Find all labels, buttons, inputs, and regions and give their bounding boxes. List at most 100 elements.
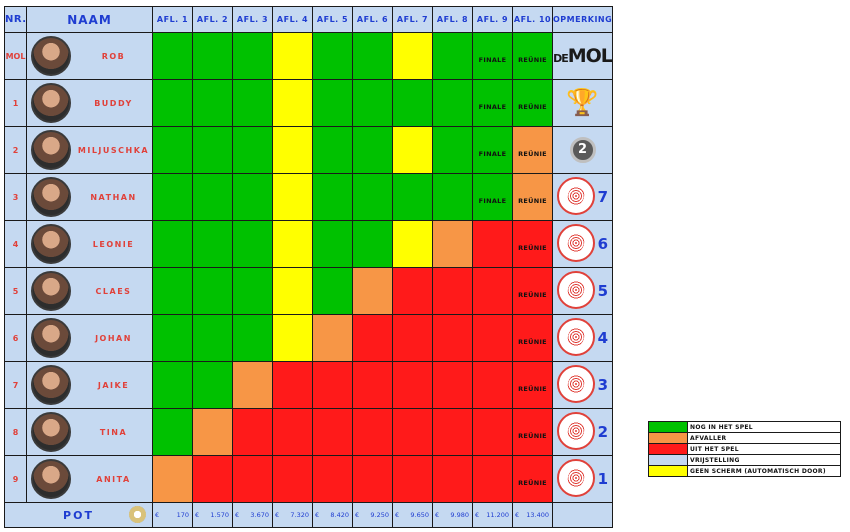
episode-status-cell (272, 408, 313, 456)
legend-item: VRIJSTELLING (648, 454, 841, 466)
avatar (31, 459, 71, 499)
euro-coin-icon (129, 506, 146, 523)
header-row: NR. NAAM AFL. 1 AFL. 2 AFL. 3 AFL. 4 AFL… (4, 6, 613, 33)
avatar (31, 365, 71, 405)
euro-sign: € (475, 511, 480, 519)
episode-status-cell (472, 455, 513, 503)
episode-status-cell (392, 455, 433, 503)
episode-status-cell (432, 408, 473, 456)
episode-status-cell (352, 455, 393, 503)
remark-cell: 2 (552, 126, 613, 174)
pot-row: POT €170 €1.570 €3.670 €7.320 €8.420 €9.… (4, 502, 613, 528)
contestant-name: ANITA (96, 474, 131, 484)
avatar (31, 36, 71, 76)
episode-status-cell (272, 173, 313, 221)
episode-status-label: FINALE (478, 196, 507, 205)
episode-status-cell (392, 173, 433, 221)
legend-swatch (648, 443, 688, 455)
remark-cell: 3 (552, 361, 613, 409)
episode-status-cell (312, 455, 353, 503)
episode-status-cell (192, 455, 233, 503)
episode-status-label: REÜNIE (518, 384, 547, 393)
contestant-row: 9 ANITA REÜNIE 1 (4, 455, 613, 503)
episode-status-cell (352, 314, 393, 362)
episode-header: AFL. 3 (232, 6, 273, 33)
episode-status-cell (152, 455, 193, 503)
episode-status-cell (192, 173, 233, 221)
contestant-row: MOL ROB FINALE REÜNIE DEMOL (4, 32, 613, 80)
nr-header: NR. (4, 6, 27, 33)
episode-status-cell (232, 314, 273, 362)
pot-value: 3.670 (250, 511, 269, 519)
rank-number: 4 (4, 220, 27, 268)
episode-status-cell (392, 126, 433, 174)
contestant-row: 1 BUDDY FINALE REÜNIE 🏆 (4, 79, 613, 127)
episode-status-label: REÜNIE (518, 478, 547, 487)
name-cell: TINA (26, 408, 153, 456)
legend-item: UIT HET SPEL (648, 443, 841, 455)
elimination-order: 5 (597, 282, 608, 300)
episode-status-cell (272, 126, 313, 174)
pot-value: 1.570 (210, 511, 229, 519)
episode-status-cell (352, 267, 393, 315)
name-cell: NATHAN (26, 173, 153, 221)
episode-status-cell (192, 314, 233, 362)
avatar (31, 130, 71, 170)
episode-status-cell (312, 314, 353, 362)
pot-value: 170 (176, 511, 189, 519)
rank-number: 3 (4, 173, 27, 221)
legend-label: AFVALLER (687, 432, 841, 444)
episode-status-cell: REÜNIE (512, 267, 553, 315)
episode-status-cell (152, 79, 193, 127)
legend-swatch (648, 432, 688, 444)
episode-status-label: REÜNIE (518, 431, 547, 440)
contestant-name: TINA (99, 427, 128, 437)
euro-sign: € (155, 511, 160, 519)
episode-status-cell: FINALE (472, 32, 513, 80)
remark-cell: 🏆 (552, 79, 613, 127)
episode-status-cell (392, 32, 433, 80)
episode-status-cell (392, 220, 433, 268)
remark-cell: 4 (552, 314, 613, 362)
avatar (31, 412, 71, 452)
episode-status-cell (472, 361, 513, 409)
elimination-order: 3 (597, 376, 608, 394)
avatar (31, 224, 71, 264)
pot-value: 7.320 (290, 511, 309, 519)
contestant-row: 6 JOHAN REÜNIE 4 (4, 314, 613, 362)
episode-status-cell (392, 314, 433, 362)
pot-amount: €170 (152, 502, 193, 528)
episode-header: AFL. 4 (272, 6, 313, 33)
episode-status-cell (352, 126, 393, 174)
contestant-row: 3 NATHAN FINALE REÜNIE 7 (4, 173, 613, 221)
episode-status-cell (472, 267, 513, 315)
contestant-name: LEONIE (92, 239, 135, 249)
fingerprint-icon (557, 412, 595, 450)
episode-status-cell (392, 79, 433, 127)
pot-value: 9.980 (450, 511, 469, 519)
episode-status-cell (272, 267, 313, 315)
episode-status-cell (312, 126, 353, 174)
trophy-icon: 🏆 (566, 88, 599, 118)
fingerprint-icon (557, 318, 595, 356)
avatar (31, 177, 71, 217)
remark-cell: 2 (552, 408, 613, 456)
episode-status-cell (432, 361, 473, 409)
contestant-row: 7 JAIKE REÜNIE 3 (4, 361, 613, 409)
legend-label: UIT HET SPEL (687, 443, 841, 455)
episode-status-cell (432, 173, 473, 221)
episode-status-cell: REÜNIE (512, 79, 553, 127)
episode-header: AFL. 7 (392, 6, 433, 33)
fingerprint-icon (557, 177, 595, 215)
episode-status-cell: FINALE (472, 173, 513, 221)
remark-cell: DEMOL (552, 32, 613, 80)
opmerking-header: OPMERKING (552, 6, 613, 33)
episode-status-cell (232, 32, 273, 80)
episode-status-cell (152, 314, 193, 362)
episode-header: AFL. 9 (472, 6, 513, 33)
episode-status-cell (472, 314, 513, 362)
contestant-row: 2 MILJUSCHKA FINALE REÜNIE 2 (4, 126, 613, 174)
episode-status-label: REÜNIE (518, 102, 547, 111)
episode-status-label: REÜNIE (518, 243, 547, 252)
rank-number: 6 (4, 314, 27, 362)
